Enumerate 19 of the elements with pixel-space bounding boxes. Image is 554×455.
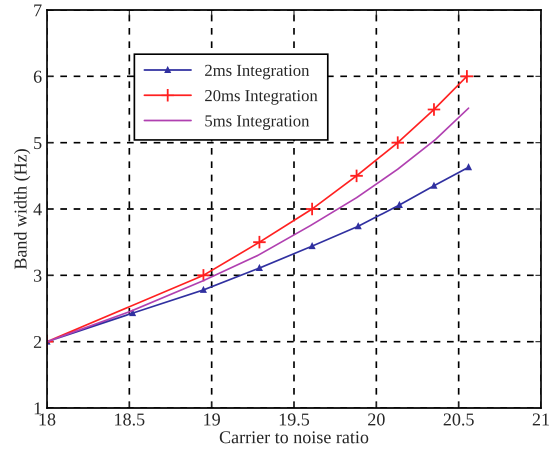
y-tick-label: 6 (34, 70, 42, 83)
legend-label: 2ms Integration (205, 64, 310, 80)
y-tick-label: 4 (33, 203, 42, 216)
x-tick-label: 19.5 (280, 413, 310, 426)
legend-label: 20ms Integration (205, 90, 318, 105)
x-axis-title: Carrier to noise ratio (220, 431, 368, 444)
y-tick-label: 7 (34, 4, 42, 16)
y-axis-title: Band width (Hz) (14, 149, 30, 270)
legend-label: 5ms Integration (205, 115, 310, 130)
x-tick-label: 20 (368, 413, 385, 426)
y-tick-label: 3 (34, 270, 42, 282)
y-tick-label: 1 (34, 402, 42, 414)
x-tick-label: 19 (204, 413, 220, 426)
x-tick-label: 21 (532, 413, 549, 426)
x-tick-label: 18.5 (115, 413, 144, 426)
y-tick-label: 2 (34, 336, 42, 348)
y-tick-label: 5 (34, 137, 42, 150)
x-tick-label: 18 (40, 413, 56, 426)
x-tick-label: 20.5 (444, 413, 474, 426)
